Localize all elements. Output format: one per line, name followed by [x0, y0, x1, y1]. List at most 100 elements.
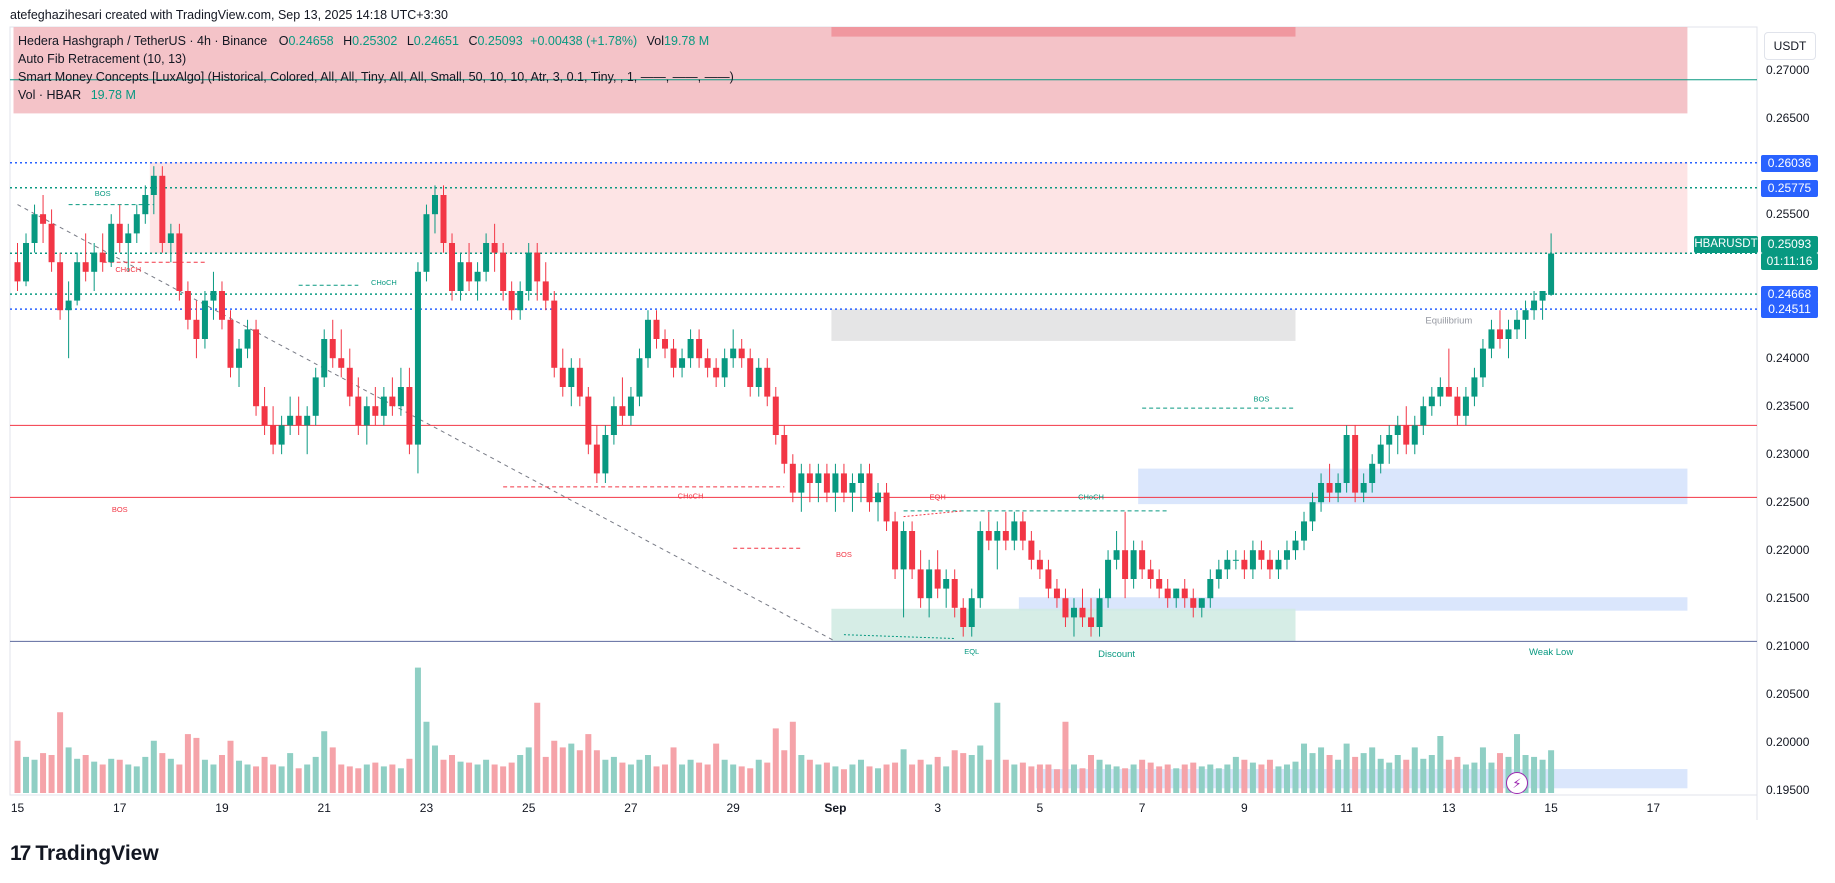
candle-body [883, 492, 890, 522]
time-tick-label: 23 [420, 801, 434, 815]
candle-body [985, 531, 992, 541]
legend-fib-indicator[interactable]: Auto Fib Retracement (10, 13) [18, 52, 187, 66]
volume-bar [1062, 721, 1069, 793]
volume-bar [1113, 766, 1120, 793]
candle-body [968, 598, 975, 627]
volume-bar [1053, 769, 1060, 793]
legend-volume-label: Vol · HBAR [18, 88, 82, 102]
demand-zone-2 [1018, 597, 1688, 611]
volume-bar [1531, 756, 1538, 793]
tradingview-logo[interactable]: 17 TradingView [10, 842, 159, 866]
volume-bar [610, 756, 617, 793]
candle-body [977, 531, 984, 599]
volume-bar [1105, 764, 1112, 793]
candle-body [1249, 550, 1256, 570]
volume-bar [1232, 756, 1239, 793]
candle-body [1113, 550, 1120, 560]
candle-body [23, 243, 30, 282]
annotation-label: CHoCH [1078, 492, 1104, 501]
price-tick-label: 0.27000 [1766, 63, 1810, 77]
candle-body [926, 569, 933, 599]
time-tick-label: 15 [11, 801, 25, 815]
price-tick-label: 0.24000 [1766, 351, 1810, 365]
volume-bar [99, 764, 106, 793]
legend-vol-label: Vol [646, 34, 665, 48]
volume-bar [951, 750, 958, 793]
candle-body [1036, 559, 1043, 570]
volume-bar [338, 764, 345, 793]
lightning-icon[interactable]: ⚡ [1506, 772, 1528, 794]
candle-body [193, 319, 200, 339]
volume-bar [210, 764, 217, 793]
candle-body [500, 252, 507, 291]
candle-body [1053, 588, 1060, 599]
legend-volume-indicator[interactable]: Vol · HBAR 19.78 M [18, 86, 734, 104]
volume-bar [985, 759, 992, 793]
price-tag: 0.24668 [1761, 286, 1818, 304]
candle-body [466, 262, 473, 282]
volume-bar [1181, 764, 1188, 793]
candle-body [1403, 425, 1410, 445]
volume-bar [483, 759, 490, 793]
volume-bar [491, 764, 498, 793]
candle-body [91, 252, 98, 272]
volume-bar [636, 759, 643, 793]
volume-bar [466, 762, 473, 793]
supply-zone [149, 162, 1688, 254]
candle-body [397, 387, 404, 407]
volume-bar [278, 766, 285, 793]
candle-body [210, 291, 217, 301]
annotation-label: Discount [1098, 649, 1135, 660]
price-tag: 0.25093 [1761, 236, 1818, 254]
candle-body [312, 377, 319, 416]
candle-body [721, 358, 728, 378]
candle-body [551, 300, 558, 368]
candle-body [389, 396, 396, 407]
volume-bar [559, 747, 566, 793]
candle-body [951, 579, 958, 608]
volume-bar [977, 745, 984, 793]
candle-body [789, 463, 796, 493]
volume-bar [644, 755, 651, 793]
annotation-label: BOS [112, 505, 128, 514]
candle-body [542, 281, 549, 301]
volume-bar [994, 702, 1001, 793]
volume-bar [1215, 768, 1222, 793]
volume-bar [244, 764, 251, 793]
candle-body [108, 223, 115, 263]
candle-body [1488, 329, 1495, 349]
candle-body [1215, 569, 1222, 579]
legend-symbol-row[interactable]: Hedera Hashgraph / TetherUS · 4h · Binan… [18, 32, 734, 50]
time-tick-label: 15 [1544, 801, 1558, 815]
candle-body [730, 348, 737, 359]
volume-bar [1548, 750, 1555, 793]
volume-bar [892, 762, 899, 793]
legend-smc-indicator[interactable]: Smart Money Concepts [LuxAlgo] (Historic… [18, 70, 734, 84]
candle-body [372, 406, 379, 416]
volume-bar [414, 667, 421, 793]
candle-body [236, 348, 243, 368]
candle-body [278, 425, 285, 445]
price-tick-label: 0.19500 [1766, 783, 1810, 797]
candle-body [900, 531, 907, 570]
volume-bar [48, 755, 55, 793]
candle-body [909, 531, 916, 570]
candle-body [1258, 550, 1265, 560]
currency-selector[interactable]: USDT [1764, 32, 1816, 60]
volume-bar [116, 759, 123, 793]
candle-body [1190, 598, 1197, 608]
legend-high-label: H [343, 34, 353, 48]
annotation-label: CHoCH [371, 278, 397, 287]
candle-body [31, 214, 38, 243]
candle-body [696, 339, 703, 359]
candle-body [1028, 540, 1035, 560]
candle-body [764, 367, 771, 397]
volume-bar [1369, 747, 1376, 793]
candle-body [227, 319, 234, 368]
candle-body [1045, 569, 1052, 589]
candle-body [184, 291, 191, 320]
volume-bar [1343, 743, 1350, 793]
volume-bar [1352, 756, 1359, 793]
volume-bar [1326, 755, 1333, 793]
